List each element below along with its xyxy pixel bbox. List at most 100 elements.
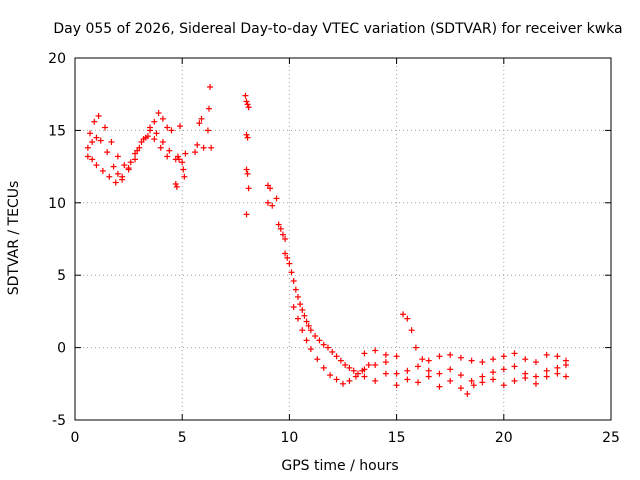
data-point xyxy=(400,311,407,318)
data-point xyxy=(393,370,400,377)
data-point xyxy=(164,153,171,160)
data-point xyxy=(106,173,113,180)
data-point xyxy=(108,138,115,145)
data-point xyxy=(419,356,426,363)
data-point xyxy=(457,372,464,379)
data-point xyxy=(269,202,276,209)
y-tick-label: 10 xyxy=(48,196,66,212)
data-point xyxy=(447,377,454,384)
data-point xyxy=(151,118,158,125)
data-point xyxy=(361,366,368,373)
data-point xyxy=(93,134,100,141)
data-point xyxy=(200,144,207,151)
data-point xyxy=(479,379,486,386)
data-point xyxy=(286,260,293,267)
x-tick-label: 15 xyxy=(388,430,406,446)
data-point xyxy=(99,167,106,174)
data-point xyxy=(153,130,160,137)
data-point xyxy=(245,104,252,111)
data-point xyxy=(140,136,147,143)
data-point xyxy=(337,357,344,364)
data-point xyxy=(93,162,100,169)
data-point xyxy=(468,377,475,384)
x-tick-label: 20 xyxy=(495,430,513,446)
data-point xyxy=(180,166,187,173)
data-point xyxy=(147,124,154,131)
y-tick-label: 5 xyxy=(57,268,66,284)
data-point xyxy=(114,153,121,160)
data-point xyxy=(159,138,166,145)
data-point xyxy=(301,312,308,319)
data-point xyxy=(415,363,422,370)
data-point xyxy=(554,353,561,360)
data-point xyxy=(166,147,173,154)
data-point xyxy=(84,144,91,151)
y-tick-label: 15 xyxy=(48,123,66,139)
data-point xyxy=(490,369,497,376)
chart-title: Day 055 of 2026, Sidereal Day-to-day VTE… xyxy=(53,21,622,37)
data-point xyxy=(177,123,184,130)
data-point xyxy=(196,120,203,127)
data-point xyxy=(179,159,186,166)
data-point xyxy=(182,150,189,157)
data-point xyxy=(393,382,400,389)
x-tick-label: 0 xyxy=(71,430,80,446)
data-point xyxy=(282,250,289,257)
data-point xyxy=(192,149,199,156)
data-point xyxy=(333,376,340,383)
data-point xyxy=(511,363,518,370)
data-point xyxy=(554,370,561,377)
data-point xyxy=(554,364,561,371)
data-point xyxy=(350,367,357,374)
data-point xyxy=(436,353,443,360)
data-point xyxy=(468,357,475,364)
x-tick-label: 25 xyxy=(602,430,620,446)
data-point xyxy=(87,130,94,137)
y-tick-label: 0 xyxy=(57,341,66,357)
x-tick-label: 5 xyxy=(178,430,187,446)
data-point xyxy=(155,110,162,117)
data-point xyxy=(532,359,539,366)
data-point xyxy=(282,236,289,242)
data-point xyxy=(95,112,102,119)
data-point xyxy=(151,136,158,143)
data-point xyxy=(264,199,271,206)
data-point xyxy=(372,377,379,384)
data-point xyxy=(294,293,301,300)
data-point xyxy=(307,327,314,334)
data-point xyxy=(303,337,310,344)
data-point xyxy=(173,183,180,190)
data-point xyxy=(404,367,411,374)
data-point xyxy=(172,180,179,187)
data-point xyxy=(511,377,518,384)
data-point xyxy=(342,361,349,368)
data-point xyxy=(284,254,291,261)
data-point xyxy=(346,377,353,384)
data-point xyxy=(243,131,250,138)
data-point xyxy=(89,138,96,145)
data-point xyxy=(447,351,454,358)
data-point xyxy=(316,337,323,344)
data-point xyxy=(382,351,389,358)
data-point xyxy=(144,133,151,140)
data-point xyxy=(243,166,250,173)
data-point xyxy=(112,179,119,186)
data-point xyxy=(436,370,443,377)
data-point xyxy=(333,353,340,360)
data-point xyxy=(267,185,274,192)
data-point xyxy=(522,356,529,363)
data-point xyxy=(543,373,550,380)
x-axis-label: GPS time / hours xyxy=(281,458,398,474)
data-point xyxy=(244,134,251,141)
data-point xyxy=(125,165,132,172)
data-point xyxy=(134,147,141,154)
data-point xyxy=(175,156,182,163)
data-point xyxy=(382,359,389,366)
data-point xyxy=(415,379,422,386)
data-point xyxy=(543,351,550,358)
data-point xyxy=(393,353,400,360)
data-point xyxy=(479,373,486,380)
data-point xyxy=(132,156,139,163)
data-point xyxy=(84,153,91,160)
data-point xyxy=(436,383,443,390)
